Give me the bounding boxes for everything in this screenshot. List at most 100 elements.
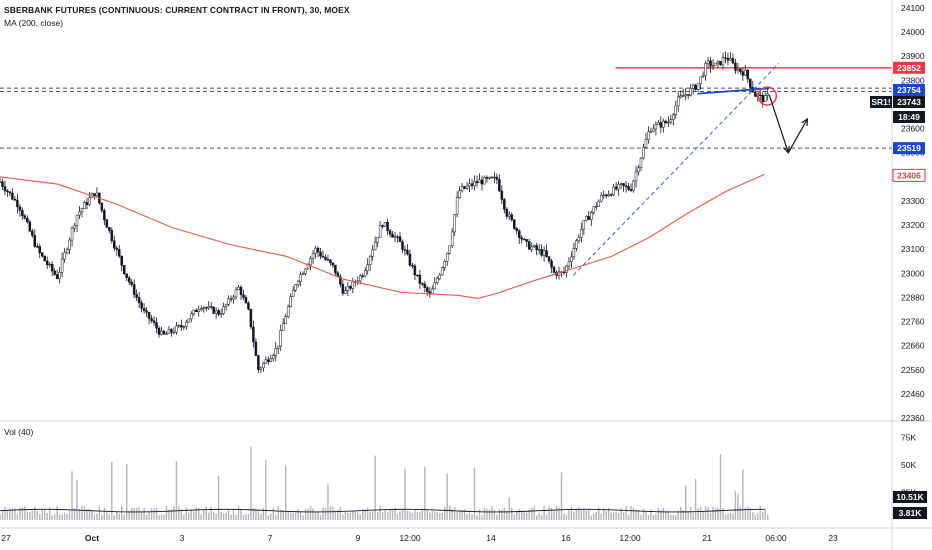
price-tick-label: 23900 (901, 51, 925, 61)
candle-body (244, 297, 248, 304)
volume-bar (240, 509, 242, 520)
volume-bar (247, 513, 250, 520)
candle-body (344, 290, 347, 294)
candle-body (632, 180, 635, 191)
volume-bar (222, 513, 225, 520)
candle-body (217, 310, 220, 315)
volume-bar (617, 513, 620, 520)
volume-bar (478, 509, 481, 520)
volume-bar (11, 508, 14, 520)
candle-body (75, 214, 79, 226)
volume-bar (68, 510, 71, 520)
candle-body (587, 216, 591, 220)
volume-bar (150, 508, 153, 520)
candle-body (137, 297, 141, 304)
volume-pane[interactable]: 75K50K25K (0, 433, 916, 521)
volume-bar (498, 508, 501, 520)
candle-body (602, 194, 605, 196)
candle-body (48, 263, 51, 266)
volume-bar (309, 506, 312, 520)
price-label-text: SR1! (871, 97, 891, 107)
candle-body (73, 224, 76, 229)
candle-body (207, 306, 210, 309)
volume-bar (511, 507, 513, 520)
volume-bar (471, 514, 473, 520)
volume-bar (719, 454, 722, 520)
volume-bar (342, 514, 344, 520)
price-label-badge (893, 111, 925, 123)
volume-bar (672, 514, 674, 520)
candle-body (170, 329, 173, 333)
candle-body (254, 341, 258, 356)
price-tick-label: 24100 (901, 3, 925, 13)
volume-bar (170, 509, 173, 520)
volume-bar (4, 506, 6, 520)
ma-indicator-legend[interactable]: MA (200, close) (4, 18, 64, 28)
candle-body (80, 208, 84, 213)
candle-body (460, 186, 464, 192)
candle-body (294, 284, 297, 291)
candle-body (70, 227, 74, 241)
moving-average-line (0, 173, 765, 299)
volume-bar (91, 510, 93, 520)
candle-body (421, 283, 424, 285)
candle-body (28, 221, 32, 232)
volume-bar (759, 505, 761, 520)
candle-body (517, 230, 521, 238)
candle-body (55, 274, 59, 279)
volume-bar (113, 515, 115, 520)
volume-bar (299, 511, 302, 520)
price-label-badge (892, 168, 926, 182)
candle-body (396, 236, 399, 238)
volume-bar (48, 507, 51, 520)
volume-bar (58, 514, 61, 520)
volume-bar (553, 510, 555, 520)
price-plot-area[interactable] (0, 51, 932, 422)
candle-body (316, 247, 320, 253)
candle-body (734, 62, 737, 71)
candle-body (150, 318, 153, 321)
candle-body (304, 268, 307, 274)
candle-body (597, 200, 601, 207)
volume-bar (98, 506, 101, 520)
volume-bar (24, 506, 26, 520)
time-tick-label: 12:00 (399, 533, 421, 543)
volume-bar (302, 515, 304, 520)
volume-bar (426, 509, 429, 520)
volume-indicator-legend[interactable]: Vol (40) (4, 427, 34, 437)
volume-bar (645, 511, 647, 520)
candle-body (644, 139, 648, 148)
candle-body (679, 95, 682, 98)
price-label-text: 23852 (897, 63, 921, 73)
volume-bar (548, 506, 550, 520)
volume-bar (434, 511, 436, 520)
volume-bar (503, 507, 506, 520)
time-tick-label: 27 (1, 533, 11, 543)
volume-bar (76, 479, 78, 520)
candle-body (140, 302, 143, 309)
volume-bar (538, 513, 540, 520)
price-label-badge (893, 96, 925, 108)
time-axis[interactable]: 27 Oct 3 7 9 12:00 14 16 12:00 21 06:00 23 (0, 527, 932, 543)
candle-body (674, 105, 678, 116)
volume-bar (178, 505, 180, 520)
arrow-down-shaft (768, 94, 789, 153)
volume-bar (282, 510, 284, 520)
candle-body (595, 206, 598, 208)
volume-bar (294, 512, 297, 520)
candle-body (657, 122, 660, 125)
candle-body (381, 225, 384, 227)
volume-bar (491, 506, 493, 520)
volume-bar (123, 514, 125, 520)
candle-body (108, 227, 111, 231)
drawing-annotations[interactable] (572, 63, 809, 276)
volume-bar (193, 511, 195, 520)
candle-body (386, 222, 389, 231)
candle-body (16, 199, 19, 208)
volume-bar (766, 514, 769, 520)
candle-body (301, 273, 305, 275)
candle-body (155, 322, 158, 329)
candle-body (691, 84, 695, 89)
candle-body (401, 241, 404, 250)
